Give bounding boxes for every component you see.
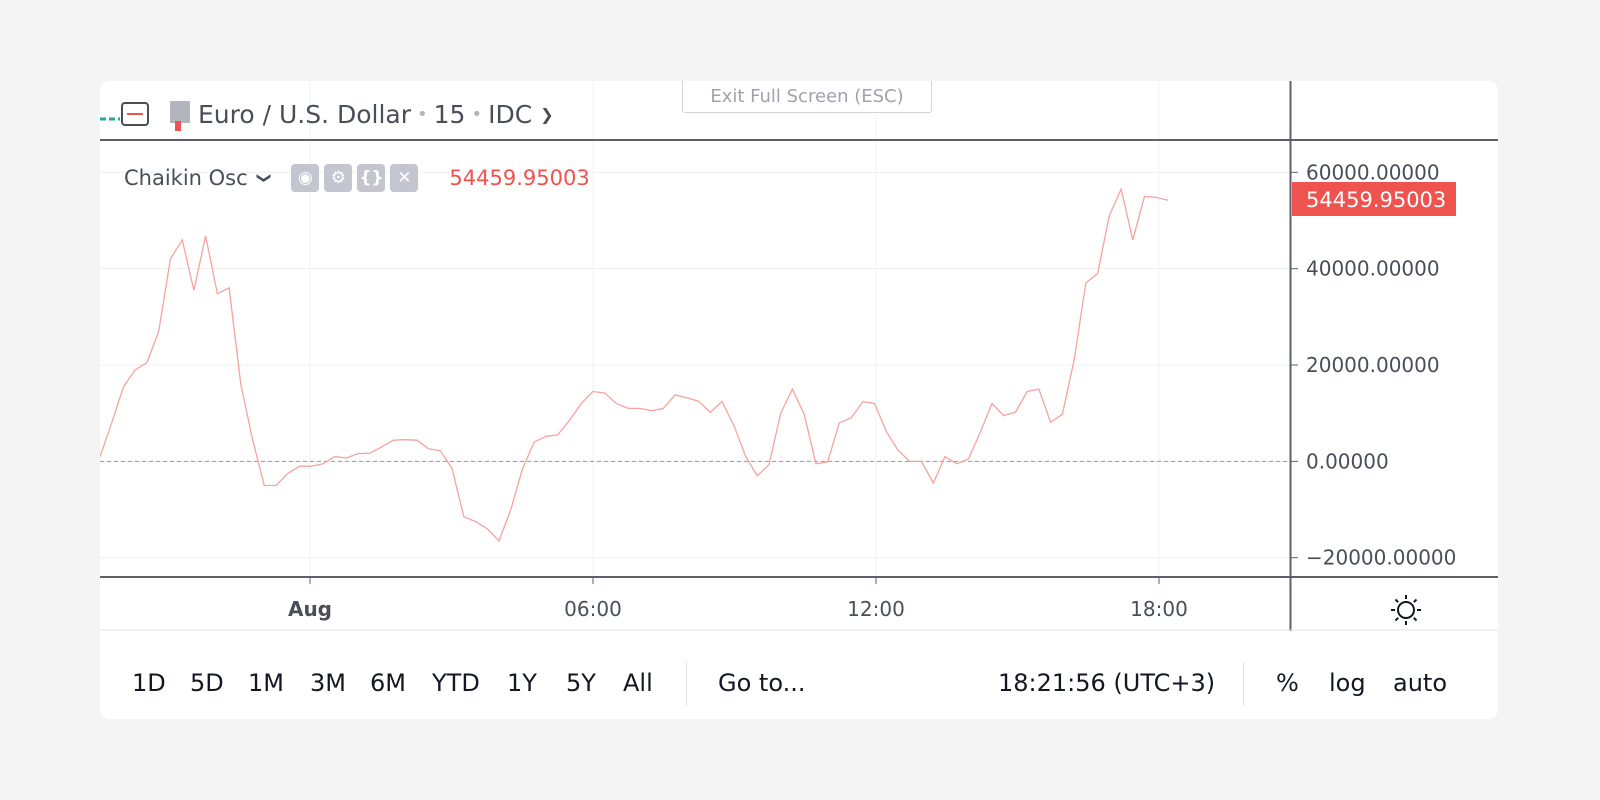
goto-button[interactable]: Go to... <box>718 669 806 697</box>
sun-icon[interactable] <box>1391 595 1421 625</box>
range-5d-button[interactable]: 5D <box>190 669 224 697</box>
range-6m-button[interactable]: 6M <box>370 669 406 697</box>
indicator-name[interactable]: Chaikin Osc <box>124 166 248 190</box>
time-display[interactable]: 18:21:56 (UTC+3) <box>998 669 1216 697</box>
symbol-name[interactable]: Euro / U.S. Dollar <box>198 99 412 129</box>
chart-canvas: 60000.00000 40000.00000 20000.00000 0.00000… <box>100 81 1498 631</box>
log-toggle[interactable]: log <box>1329 669 1366 697</box>
y-tick-label: −20000.00000 <box>1306 546 1456 570</box>
auto-toggle[interactable]: auto <box>1393 669 1448 697</box>
range-all-button[interactable]: All <box>623 669 653 697</box>
percent-toggle[interactable]: % <box>1276 669 1299 697</box>
divider <box>686 662 687 706</box>
exit-fullscreen-button[interactable]: Exit Full Screen (ESC) <box>682 81 932 113</box>
y-tick-label: 40000.00000 <box>1306 257 1440 281</box>
chevron-down-icon[interactable]: ❯ <box>540 104 554 124</box>
range-5y-button[interactable]: 5Y <box>566 669 596 697</box>
price-badge-label: 54459.95003 <box>1306 188 1446 212</box>
eye-icon[interactable]: ◉ <box>291 164 320 192</box>
close-icon[interactable]: ✕ <box>390 164 419 192</box>
indicator-legend: Chaikin Osc ❯ ◉ ⚙ {} ✕ 54459.95003 <box>124 163 590 193</box>
gear-icon[interactable]: ⚙ <box>324 164 353 192</box>
price-badge: 54459.95003 <box>1292 182 1456 217</box>
x-tick-label: 06:00 <box>564 597 622 621</box>
separator-dot: • <box>417 103 428 125</box>
chevron-down-icon[interactable]: ❯ <box>255 172 272 184</box>
y-axis-ticks: 60000.00000 40000.00000 20000.00000 0.00000… <box>1290 160 1456 570</box>
y-tick-label: 60000.00000 <box>1306 160 1440 184</box>
x-tick-label: 18:00 <box>1130 597 1188 621</box>
mini-candles-icon <box>100 101 190 131</box>
range-1y-button[interactable]: 1Y <box>507 669 537 697</box>
divider <box>1243 662 1244 706</box>
x-tick-label: 12:00 <box>847 597 905 621</box>
grid <box>100 81 1290 577</box>
range-1d-button[interactable]: 1D <box>132 669 166 697</box>
indicator-value: 54459.95003 <box>449 166 590 190</box>
series-line-chaikin-osc <box>100 187 1169 543</box>
y-tick-label: 0.00000 <box>1306 449 1389 473</box>
separator-dot: • <box>471 103 483 125</box>
range-ytd-button[interactable]: YTD <box>432 669 480 697</box>
axes <box>100 81 1498 631</box>
y-tick-label: 20000.00000 <box>1306 353 1440 377</box>
x-tick-label: Aug <box>288 597 332 621</box>
range-3m-button[interactable]: 3M <box>310 669 346 697</box>
interval-label[interactable]: 15 <box>433 99 466 129</box>
chart-widget: 60000.00000 40000.00000 20000.00000 0.00000… <box>100 81 1498 719</box>
exchange-label: IDC <box>488 99 533 129</box>
bottom-toolbar: 1D 5D 1M 3M 6M YTD 1Y 5Y All Go to... 18… <box>100 646 1498 719</box>
range-1m-button[interactable]: 1M <box>248 669 284 697</box>
symbol-header: Euro / U.S. Dollar • 15 • IDC ❯ <box>100 97 554 131</box>
braces-icon[interactable]: {} <box>357 164 386 192</box>
price-badge-bg <box>1292 182 1456 217</box>
x-axis-ticks: Aug 06:00 12:00 18:00 <box>288 577 1188 621</box>
